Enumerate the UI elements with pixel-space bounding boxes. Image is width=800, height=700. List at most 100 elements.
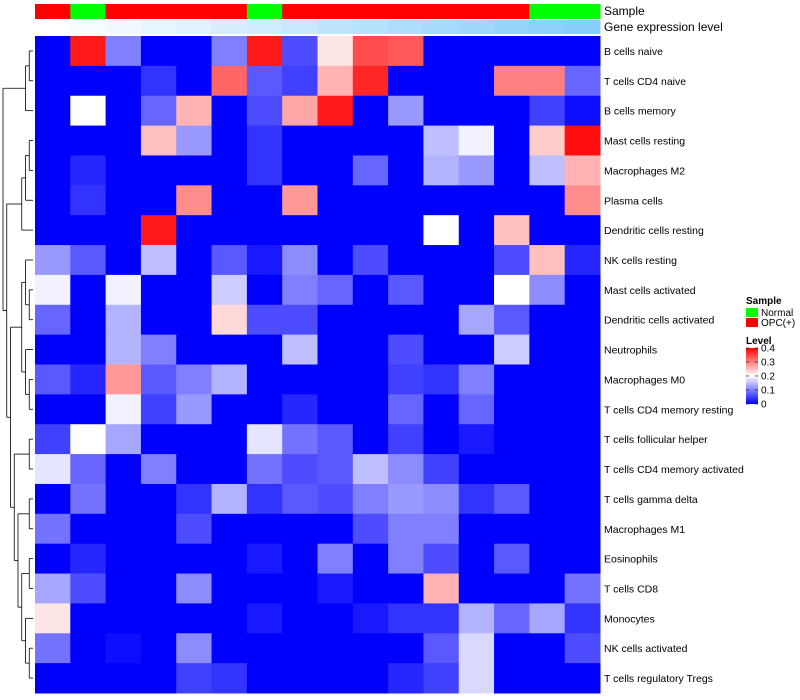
- heatmap-cell: [317, 394, 354, 425]
- heatmap-cell: [105, 95, 142, 127]
- heatmap-cell: [564, 603, 601, 634]
- heatmap-cell: [176, 603, 213, 634]
- expression-annotation-cell: [211, 20, 248, 34]
- heatmap-cell: [176, 573, 213, 604]
- heatmap-cell: [423, 603, 460, 634]
- heatmap-cell: [458, 633, 495, 664]
- heatmap-cell: [70, 454, 107, 485]
- heatmap-cell: [282, 36, 318, 67]
- heatmap-cell: [529, 304, 566, 336]
- column-annotation-bars: [35, 4, 601, 34]
- heatmap-cell: [105, 633, 142, 664]
- heatmap-cell: [529, 36, 566, 67]
- heatmap-cell: [494, 155, 530, 186]
- heatmap-cell: [352, 185, 389, 216]
- row-label: T cells CD4 memory activated: [604, 464, 744, 476]
- heatmap-cell: [458, 394, 495, 425]
- row-label: Neutrophils: [604, 345, 657, 357]
- heatmap-cell: [70, 364, 107, 395]
- heatmap-cell: [564, 36, 601, 67]
- sample-annotation-cell: [140, 4, 177, 19]
- heatmap-cell: [282, 245, 318, 276]
- row-label: B cells naive: [604, 46, 663, 58]
- heatmap-cell: [423, 274, 460, 306]
- heatmap-cell: [35, 424, 71, 455]
- heatmap-cell: [140, 663, 177, 694]
- heatmap-cell: [529, 513, 566, 545]
- heatmap-cell: [458, 125, 495, 156]
- heatmap-cell: [529, 543, 566, 575]
- heatmap-cell: [176, 304, 213, 336]
- heatmap-cell: [246, 245, 283, 276]
- heatmap-cell: [317, 603, 354, 634]
- heatmap-cell: [282, 603, 318, 634]
- heatmap-cell: [70, 155, 107, 186]
- heatmap-cell: [35, 125, 71, 156]
- heatmap-cell: [564, 215, 601, 246]
- heatmap-cell: [423, 185, 460, 216]
- row-label: Mast cells activated: [604, 285, 696, 297]
- heatmap-cell: [564, 424, 601, 455]
- heatmap-cell: [529, 424, 566, 455]
- heatmap-cell: [529, 603, 566, 634]
- heatmap-cell: [317, 334, 354, 365]
- heatmap-cell: [211, 274, 248, 306]
- heatmap-cell: [494, 573, 530, 604]
- heatmap-cell: [494, 394, 530, 425]
- heatmap-cell: [282, 633, 318, 664]
- heatmap-cell: [388, 424, 424, 455]
- heatmap-cell: [246, 633, 283, 664]
- sample-annotation-cell: [317, 4, 354, 19]
- heatmap-cell: [211, 185, 248, 216]
- heatmap-cell: [494, 274, 530, 306]
- legend-tick-label: 0.3: [761, 358, 775, 369]
- row-dendrogram: [2, 50, 33, 679]
- row-label: T cells follicular helper: [604, 434, 708, 446]
- heatmap-cell: [140, 513, 177, 545]
- heatmap-cell: [317, 155, 354, 186]
- heatmap-cell: [317, 185, 354, 216]
- heatmap-cell: [35, 304, 71, 336]
- heatmap-cell: [423, 215, 460, 246]
- heatmap-cell: [423, 95, 460, 127]
- expression-annotation-cell: [176, 20, 213, 34]
- heatmap-cell: [317, 274, 354, 306]
- heatmap-cell: [105, 155, 142, 186]
- heatmap-cell: [458, 95, 495, 127]
- heatmap-cell: [105, 36, 142, 67]
- heatmap-cell: [140, 65, 177, 97]
- heatmap-cell: [494, 454, 530, 485]
- heatmap-cell: [35, 483, 71, 515]
- heatmap-cell: [423, 245, 460, 276]
- heatmap-cell: [282, 543, 318, 575]
- heatmap-cell: [35, 663, 71, 694]
- heatmap-cell: [529, 483, 566, 515]
- heatmap-cell: [423, 663, 460, 694]
- heatmap-cell: [388, 573, 424, 604]
- heatmap-cell: [564, 245, 601, 276]
- expression-annotation-cell: [388, 20, 424, 34]
- heatmap-cell: [423, 155, 460, 186]
- heatmap-cell: [564, 633, 601, 664]
- heatmap-cell: [352, 245, 389, 276]
- heatmap-cell: [458, 155, 495, 186]
- heatmap-cell: [105, 125, 142, 156]
- heatmap-cell: [35, 215, 71, 246]
- heatmap-cell: [105, 274, 142, 306]
- heatmap-cell: [105, 663, 142, 694]
- heatmap-cell: [494, 95, 530, 127]
- legend-label-normal: Normal: [761, 308, 793, 319]
- legend-tick-label: 0.2: [761, 372, 775, 383]
- heatmap-cell: [176, 95, 213, 127]
- heatmap-cell: [246, 513, 283, 545]
- heatmap-cell: [388, 185, 424, 216]
- expression-annotation-cell: [35, 20, 71, 34]
- heatmap-cell: [458, 663, 495, 694]
- heatmap-cell: [35, 334, 71, 365]
- sample-annotation-cell: [176, 4, 213, 19]
- heatmap-cell: [70, 185, 107, 216]
- heatmap-cell: [529, 573, 566, 604]
- heatmap-cell: [494, 185, 530, 216]
- heatmap-cell: [352, 155, 389, 186]
- heatmap-cell: [105, 573, 142, 604]
